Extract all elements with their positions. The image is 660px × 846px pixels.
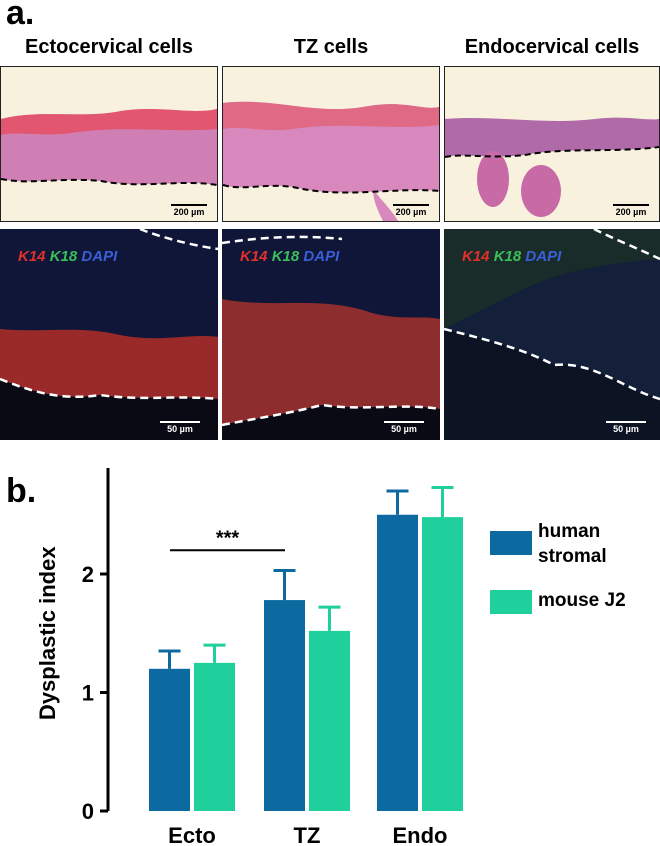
legend-swatch-mouse-j2 xyxy=(490,590,532,614)
he-scale-bar-ectocervical: 200 µm xyxy=(169,204,209,217)
legend-label-human-stromal: human stromal xyxy=(538,521,607,567)
column-title-endocervical: Endocervical cells xyxy=(464,36,640,58)
stain-legend-ectocervical: K14 K18 DAPI xyxy=(18,248,118,265)
he-tissue-ectocervical xyxy=(1,67,217,221)
panel-b-label: b. xyxy=(6,472,37,510)
bar-mouse-j2-endo xyxy=(422,517,463,811)
if-tissue-endocervical xyxy=(444,229,660,440)
column-title-tz: TZ cells xyxy=(293,36,369,58)
if-scale-bar-tz: 50 µm xyxy=(382,421,426,434)
panel-a-label: a. xyxy=(6,0,35,32)
he-tissue-endocervical xyxy=(445,67,659,221)
he-image-endocervical: 200 µm xyxy=(444,66,660,222)
bar-human-stromal-ecto xyxy=(149,668,190,811)
he-scale-bar-tz: 200 µm xyxy=(391,204,431,217)
y-tick-label-0: 0 xyxy=(82,799,94,824)
if-image-tz: K14 K18 DAPI 50 µm xyxy=(222,229,440,440)
if-tissue-tz xyxy=(222,229,440,440)
he-tissue-tz xyxy=(223,67,439,221)
dysplastic-index-chart: 0123Dysplastic indexEctoTZEndo**********… xyxy=(35,468,463,846)
bar-human-stromal-tz xyxy=(264,600,305,811)
y-tick-label-1: 1 xyxy=(82,681,94,706)
if-tissue-ectocervical xyxy=(0,229,218,440)
if-image-endocervical: K14 K18 DAPI 50 µm xyxy=(444,229,660,440)
stain-legend-tz: K14 K18 DAPI xyxy=(240,248,340,265)
he-image-ectocervical: 200 µm xyxy=(0,66,218,222)
legend-label-mouse-j2: mouse J2 xyxy=(538,590,626,611)
y-tick-label-3: 3 xyxy=(82,468,94,469)
significance-label-1: *** xyxy=(216,527,240,549)
if-image-ectocervical: K14 K18 DAPI 50 µm xyxy=(0,229,218,440)
bar-human-stromal-endo xyxy=(377,514,418,811)
bar-mouse-j2-tz xyxy=(309,630,350,811)
y-axis-label: Dysplastic index xyxy=(35,546,60,720)
he-scale-bar-endocervical: 200 µm xyxy=(611,204,651,217)
x-category-label-ecto: Ecto xyxy=(168,823,216,846)
x-category-label-endo: Endo xyxy=(393,823,448,846)
x-category-label-tz: TZ xyxy=(294,823,321,846)
stain-legend-endocervical: K14 K18 DAPI xyxy=(462,248,562,265)
y-tick-label-2: 2 xyxy=(82,562,94,587)
legend-swatch-human-stromal xyxy=(490,531,532,555)
if-scale-bar-ectocervical: 50 µm xyxy=(158,421,202,434)
column-title-ectocervical: Ectocervical cells xyxy=(25,36,193,58)
he-image-tz: 200 µm xyxy=(222,66,440,222)
if-scale-bar-endocervical: 50 µm xyxy=(604,421,648,434)
bar-mouse-j2-ecto xyxy=(194,662,235,811)
